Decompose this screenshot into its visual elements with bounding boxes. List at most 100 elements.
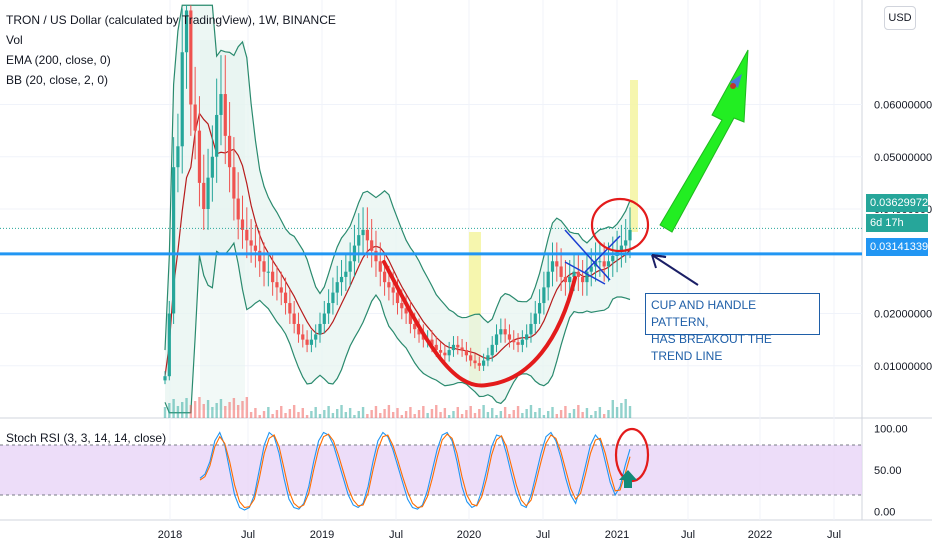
volume-bar — [284, 413, 287, 418]
candle-body — [542, 287, 546, 304]
volume-bar — [344, 412, 348, 418]
volume-bar — [168, 403, 171, 418]
candle-body — [327, 303, 331, 314]
volume-bar — [534, 412, 537, 418]
chart-title: TRON / US Dollar (calculated by TradingV… — [6, 13, 336, 27]
volume-bar — [602, 414, 606, 418]
candle-body — [283, 292, 288, 304]
volume-bar — [301, 408, 304, 418]
candle-body — [197, 130, 202, 183]
volume-bar — [254, 408, 257, 418]
candle-body — [417, 329, 421, 335]
volume-bar — [624, 399, 627, 418]
volume-bar — [219, 399, 223, 418]
candle-body — [275, 282, 279, 288]
annotation-line-1: CUP AND HANDLE PATTERN, — [651, 298, 757, 329]
pointer-arrow — [651, 254, 699, 286]
candle-body — [215, 114, 219, 157]
handle-line-cross — [584, 235, 621, 273]
volume-bar — [357, 411, 360, 418]
volume-bar — [564, 406, 567, 418]
volume-bar — [215, 403, 218, 418]
candle-body — [271, 271, 275, 283]
candle-body — [404, 308, 408, 314]
price-axis[interactable]: 0.060000000.050000000.040000000.02000000… — [158, 100, 932, 542]
volume-bar — [262, 411, 266, 418]
highlight-range — [630, 80, 638, 232]
volume-bar — [439, 412, 442, 418]
candle-body — [516, 342, 520, 345]
candle-body — [413, 323, 417, 330]
indicator-ema-label[interactable]: EMA (200, close, 0) — [6, 53, 111, 67]
handle-line-lower — [564, 261, 606, 285]
volume-bar — [435, 405, 438, 418]
pattern-annotation-box[interactable]: CUP AND HANDLE PATTERN, HAS BREAKOUT THE… — [645, 293, 820, 363]
stoch-k-line — [199, 431, 631, 511]
price-tick-label: 0.06000000 — [874, 100, 932, 112]
volume-bar — [258, 415, 261, 418]
volume-bar — [491, 408, 494, 418]
volume-bar — [297, 412, 300, 418]
candle-body — [176, 146, 180, 168]
candle-body — [469, 355, 473, 361]
rocket-icon — [730, 74, 742, 88]
candle-body — [391, 287, 395, 293]
volume-bar — [340, 405, 343, 418]
stoch-tick-label: 50.00 — [874, 465, 902, 477]
volume-bar — [163, 407, 167, 418]
candle-body — [288, 303, 292, 314]
candle-body — [262, 261, 266, 272]
volume-bar — [241, 401, 244, 418]
volume-bar — [568, 413, 571, 418]
volume-bar — [611, 400, 614, 418]
indicator-bb-label[interactable]: BB (20, close, 2, 0) — [6, 73, 109, 87]
time-tick-label: 2018 — [158, 529, 182, 541]
candle-body — [576, 271, 580, 277]
candle-body — [296, 323, 301, 335]
indicator-stoch-rsi-label[interactable]: Stoch RSI (3, 3, 14, 14, close) — [6, 431, 167, 445]
volume-bar — [503, 407, 507, 418]
candle-body — [546, 271, 550, 288]
candle-body — [443, 352, 447, 356]
candle-body — [486, 355, 490, 361]
volume-bar — [228, 402, 231, 418]
candle-body — [361, 229, 365, 236]
volume-bar — [310, 411, 313, 418]
volume-bar — [486, 412, 490, 418]
candle-body — [301, 334, 305, 340]
volume-bar — [236, 405, 240, 418]
candle-body — [240, 219, 245, 230]
bar-countdown-tag: 6d 17h — [866, 214, 928, 232]
volume-bar — [598, 407, 602, 418]
candle-body — [408, 313, 413, 324]
time-tick-label: 2021 — [605, 529, 629, 541]
volume-bar — [176, 406, 180, 418]
candle-body — [555, 261, 559, 267]
candle-body — [370, 240, 374, 251]
volume-bar — [353, 415, 356, 418]
candle-body — [503, 329, 507, 335]
candle-body — [348, 261, 352, 272]
last-price-tag: 0.03629972 — [866, 194, 928, 212]
candle-body — [227, 135, 232, 168]
volume-bar — [292, 405, 296, 418]
time-tick-label: 2020 — [457, 529, 481, 541]
stoch-band — [0, 445, 862, 495]
candle-body — [219, 94, 223, 115]
stoch-rsi-pane — [0, 431, 862, 511]
candle-body — [253, 245, 258, 251]
candle-body — [236, 198, 240, 220]
bollinger-lower — [164, 241, 631, 414]
candle-body — [382, 271, 387, 283]
candle-body — [163, 376, 167, 381]
currency-button[interactable]: USD — [884, 6, 916, 30]
indicator-vol-label[interactable]: Vol — [6, 33, 23, 47]
volume-bar — [581, 412, 584, 418]
candle-body — [499, 329, 503, 335]
volume-bar — [460, 414, 464, 418]
volume-bar — [473, 413, 477, 418]
volume-bar — [482, 405, 485, 418]
volume-bar — [615, 407, 619, 418]
volume-bar — [559, 410, 563, 418]
